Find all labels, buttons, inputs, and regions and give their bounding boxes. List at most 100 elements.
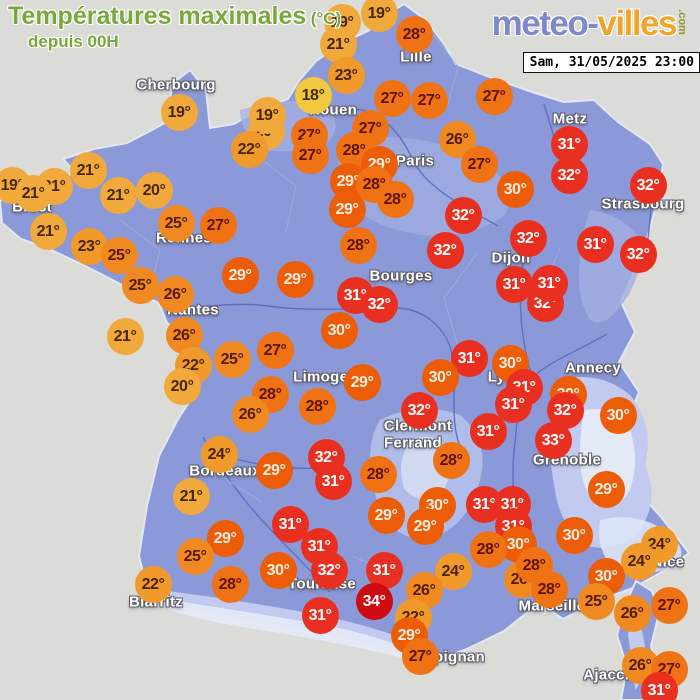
- temp-badge[interactable]: 28°: [376, 180, 414, 218]
- temp-badge[interactable]: 25°: [121, 266, 159, 304]
- temp-badge[interactable]: 31°: [530, 264, 568, 302]
- temp-badge[interactable]: 31°: [640, 671, 678, 700]
- city-label-paris: Paris: [395, 152, 435, 170]
- temp-badge[interactable]: 28°: [211, 565, 249, 603]
- temp-badge[interactable]: 21°: [106, 317, 144, 355]
- temp-badge[interactable]: 21°: [14, 174, 52, 212]
- temp-badge[interactable]: 32°: [426, 231, 464, 269]
- logo-part-blue: meteo-: [491, 4, 599, 43]
- temp-badge[interactable]: 30°: [496, 170, 534, 208]
- temp-badge[interactable]: 27°: [650, 586, 688, 624]
- temp-badge[interactable]: 32°: [400, 391, 438, 429]
- temp-badge[interactable]: 31°: [271, 505, 309, 543]
- temp-badge[interactable]: 32°: [360, 285, 398, 323]
- temp-badge[interactable]: 33°: [534, 421, 572, 459]
- temp-badge[interactable]: 19°: [360, 0, 398, 32]
- city-label-cherbourg: Cherbourg: [136, 76, 216, 94]
- temp-badge[interactable]: 26°: [613, 594, 651, 632]
- temp-badge[interactable]: 31°: [494, 385, 532, 423]
- temp-badge[interactable]: 25°: [213, 340, 251, 378]
- temp-badge[interactable]: 27°: [373, 79, 411, 117]
- temp-badge[interactable]: 29°: [343, 363, 381, 401]
- temp-badge[interactable]: 30°: [555, 516, 593, 554]
- temp-badge[interactable]: 27°: [291, 136, 329, 174]
- temp-badge[interactable]: 27°: [401, 637, 439, 675]
- temp-badge[interactable]: 31°: [550, 125, 588, 163]
- temp-badge[interactable]: 26°: [438, 120, 476, 158]
- temp-badge[interactable]: 18°: [294, 76, 332, 114]
- map-title-block: Températures maximales (°C) depuis 00H: [8, 2, 341, 52]
- meteo-villes-logo[interactable]: meteo-villes .com: [492, 4, 690, 44]
- temp-badge[interactable]: 29°: [221, 256, 259, 294]
- temp-badge[interactable]: 20°: [163, 367, 201, 405]
- temp-badge[interactable]: 29°: [367, 496, 405, 534]
- temp-badge[interactable]: 25°: [100, 236, 138, 274]
- temp-badge[interactable]: 32°: [509, 219, 547, 257]
- temp-badge[interactable]: 19°: [160, 93, 198, 131]
- temp-badge[interactable]: 28°: [251, 375, 289, 413]
- temp-badge[interactable]: 32°: [629, 166, 667, 204]
- temp-badge[interactable]: 32°: [550, 156, 588, 194]
- temp-badge[interactable]: 23°: [327, 56, 365, 94]
- datetime-stamp: Sam, 31/05/2025 23:00: [522, 52, 700, 73]
- temp-badge[interactable]: 27°: [410, 81, 448, 119]
- temp-badge[interactable]: 19°: [248, 96, 286, 134]
- temp-badge[interactable]: 28°: [469, 530, 507, 568]
- city-label-lille: Lille: [400, 48, 432, 66]
- temp-badge[interactable]: 22°: [134, 565, 172, 603]
- temp-badge[interactable]: 30°: [421, 358, 459, 396]
- city-label-annecy: Annecy: [565, 359, 621, 377]
- city-label-strasbourg: Strasbourg: [601, 195, 685, 213]
- temp-badge[interactable]: 26°: [156, 275, 194, 313]
- temp-badge[interactable]: 28°: [359, 455, 397, 493]
- temp-badge[interactable]: 30°: [599, 396, 637, 434]
- temp-badge[interactable]: 31°: [495, 265, 533, 303]
- temp-badge[interactable]: 28°: [432, 441, 470, 479]
- temp-badge[interactable]: 23°: [70, 227, 108, 265]
- temp-badge[interactable]: 31°: [301, 596, 339, 634]
- temp-badge[interactable]: 27°: [256, 331, 294, 369]
- temp-badge[interactable]: 24°: [620, 542, 658, 580]
- temp-badge[interactable]: 30°: [320, 311, 358, 349]
- city-label-limoges: Limoges: [293, 368, 357, 386]
- temp-badge[interactable]: 30°: [259, 551, 297, 589]
- temp-badge[interactable]: 27°: [199, 206, 237, 244]
- temp-badge[interactable]: 28°: [339, 226, 377, 264]
- temp-badge[interactable]: 31°: [314, 462, 352, 500]
- temp-badge[interactable]: 20°: [135, 171, 173, 209]
- city-label-metz: Metz: [552, 110, 588, 128]
- temp-badge[interactable]: 32°: [619, 235, 657, 273]
- temp-badge[interactable]: 25°: [577, 582, 615, 620]
- temp-badge[interactable]: 24°: [434, 552, 472, 590]
- temp-badge[interactable]: 29°: [587, 470, 625, 508]
- temp-badge[interactable]: 31°: [365, 551, 403, 589]
- temp-badge[interactable]: 32°: [310, 551, 348, 589]
- temp-badge[interactable]: 28°: [530, 570, 568, 608]
- temp-badge[interactable]: 29°: [255, 451, 293, 489]
- temp-badge[interactable]: 21°: [99, 176, 137, 214]
- temp-badge[interactable]: 21°: [319, 25, 357, 63]
- temp-badge[interactable]: 27°: [475, 77, 513, 115]
- temp-badge[interactable]: 34°: [355, 582, 393, 620]
- title-subtitle: depuis 00H: [28, 32, 119, 51]
- temp-badge[interactable]: 25°: [176, 537, 214, 575]
- temp-badge[interactable]: 21°: [69, 151, 107, 189]
- temp-badge[interactable]: 28°: [395, 15, 433, 53]
- temp-badge[interactable]: 31°: [469, 412, 507, 450]
- temp-badge[interactable]: 29°: [328, 190, 366, 228]
- temp-badge[interactable]: 27°: [460, 145, 498, 183]
- temp-badge[interactable]: 21°: [29, 212, 67, 250]
- temp-badge[interactable]: 32°: [444, 196, 482, 234]
- temp-badge[interactable]: 25°: [157, 204, 195, 242]
- temp-badge[interactable]: 28°: [298, 387, 336, 425]
- temp-badge[interactable]: 31°: [576, 225, 614, 263]
- temp-badge[interactable]: 21°: [172, 477, 210, 515]
- temp-badge[interactable]: 26°: [231, 395, 269, 433]
- temp-badge[interactable]: 29°: [276, 260, 314, 298]
- city-label-ferrand: Ferrand: [384, 434, 442, 452]
- temp-badge[interactable]: 22°: [230, 130, 268, 168]
- temp-badge[interactable]: 24°: [200, 435, 238, 473]
- temp-badge[interactable]: 29°: [406, 507, 444, 545]
- logo-dot-com: .com: [676, 9, 689, 35]
